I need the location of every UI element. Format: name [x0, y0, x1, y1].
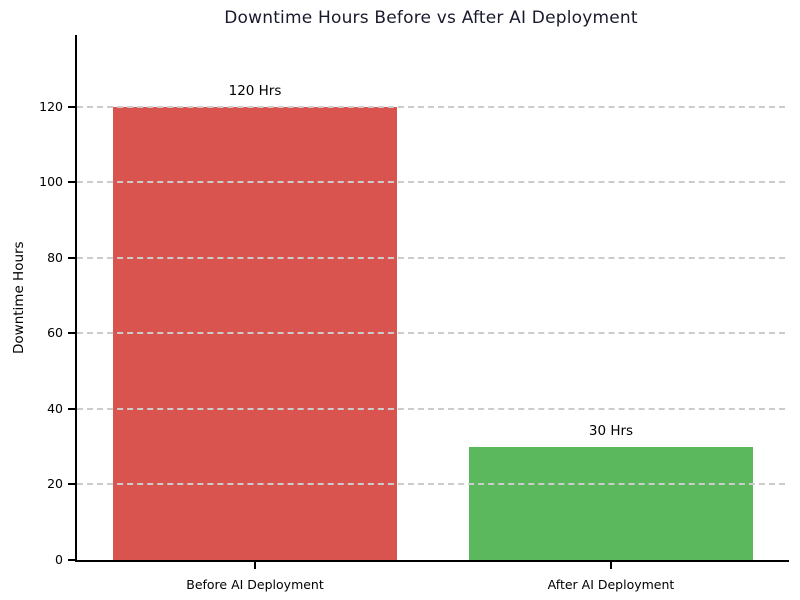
chart-title: Downtime Hours Before vs After AI Deploy… — [224, 8, 638, 28]
y-gridline — [77, 332, 785, 335]
y-gridline — [77, 181, 785, 184]
y-tick-mark — [68, 181, 75, 184]
y-tick-label: 20 — [47, 476, 63, 492]
y-tick-mark — [68, 256, 75, 259]
y-gridline — [77, 105, 785, 108]
x-tick-mark — [610, 562, 612, 569]
y-tick-mark — [68, 105, 75, 108]
y-tick-label: 120 — [39, 98, 63, 114]
y-gridline — [77, 407, 785, 410]
plot-area: 0 20 40 60 80 100 120 120 Hrs Before AI Deployme… — [39, 35, 789, 592]
bar-2 — [468, 446, 754, 560]
y-tick-label: 60 — [47, 325, 63, 341]
y-tick-label: 40 — [47, 400, 63, 416]
bar-value-label: 30 Hrs — [588, 422, 634, 439]
bar-value-label: 120 Hrs — [228, 82, 282, 99]
x-tick-label: Before AI Deployment — [186, 577, 324, 592]
y-tick-mark — [68, 332, 75, 335]
y-gridline — [77, 256, 785, 259]
y-tick-label: 0 — [55, 552, 63, 567]
y-tick-label: 80 — [47, 249, 63, 265]
y-tick-mark — [68, 483, 75, 486]
y-tick-mark — [68, 407, 75, 410]
y-tick-mark — [68, 559, 75, 561]
y-gridline — [77, 483, 785, 486]
y-tick-label: 100 — [39, 174, 63, 190]
x-tick-label: After AI Deployment — [547, 577, 675, 592]
x-tick-mark — [254, 562, 256, 569]
